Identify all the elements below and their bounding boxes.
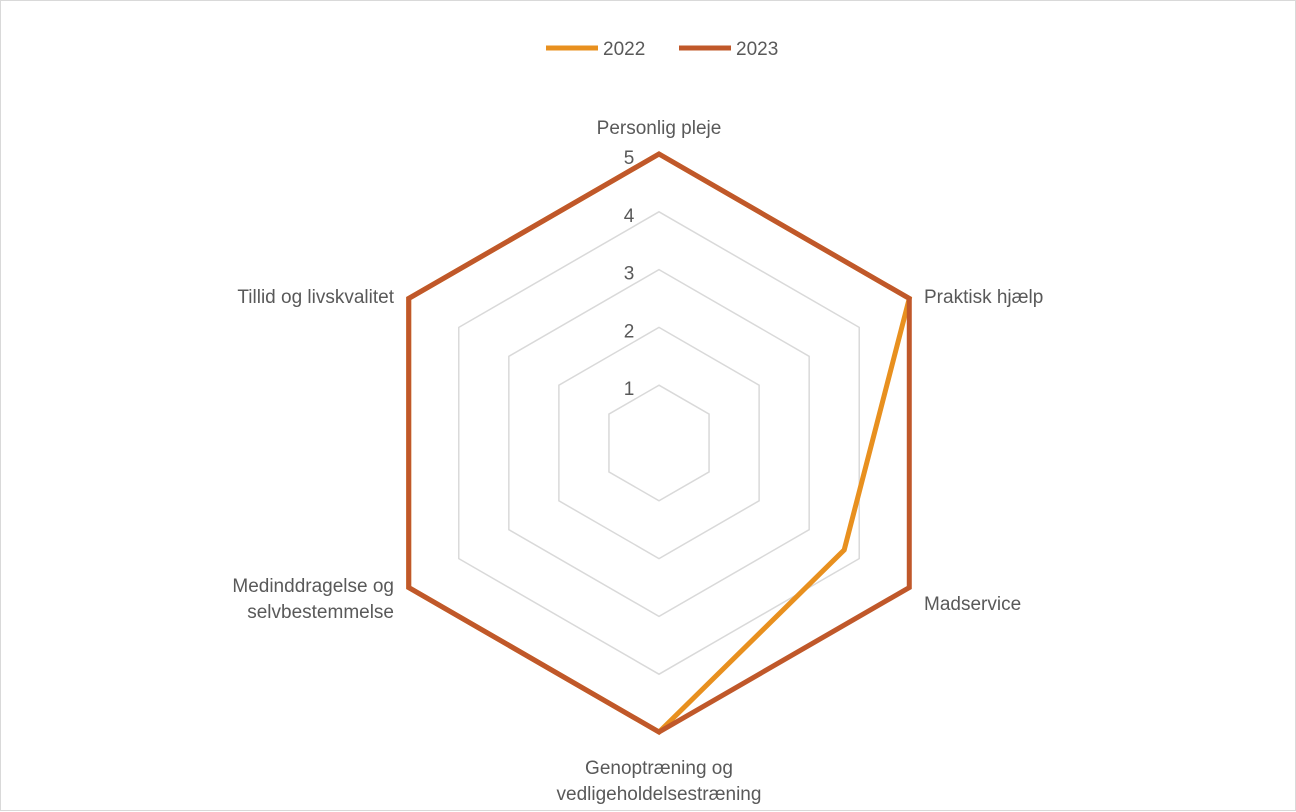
grid-ring-3 (508, 268, 810, 618)
grid-ring-1 (608, 384, 710, 502)
tick-label-4: 4 (624, 206, 635, 227)
legend-label-2023: 2023 (736, 39, 778, 60)
grid-ring-5 (407, 153, 911, 733)
category-label-0: Personlig pleje (597, 118, 722, 139)
series-line-2023 (406, 151, 912, 735)
category-label-1: Praktisk hjælp (924, 287, 1043, 308)
legend-label-2022: 2022 (603, 39, 645, 60)
category-label-4: Medinddragelse og selvbestemmelse (232, 576, 394, 623)
series-line-2022 (406, 151, 913, 736)
tick-label-2: 2 (624, 321, 635, 342)
tick-labels: 1 2 3 4 5 (624, 148, 635, 400)
category-label-5: Tillid og livskvalitet (237, 287, 394, 308)
tick-label-5: 5 (624, 148, 635, 169)
tick-label-1: 1 (624, 379, 635, 400)
tick-label-3: 3 (624, 264, 635, 285)
category-label-3: Genoptræning og vedligeholdelsestræning (557, 758, 762, 805)
series-layer (406, 151, 913, 736)
category-labels: Personlig pleje Praktisk hjælp Madservice G… (232, 118, 1043, 805)
legend: 2022 2023 (546, 39, 778, 60)
category-label-2: Madservice (924, 594, 1021, 615)
grid-ring-4 (458, 210, 860, 676)
grid-ring-2 (558, 326, 760, 560)
grid-layer (407, 153, 911, 733)
